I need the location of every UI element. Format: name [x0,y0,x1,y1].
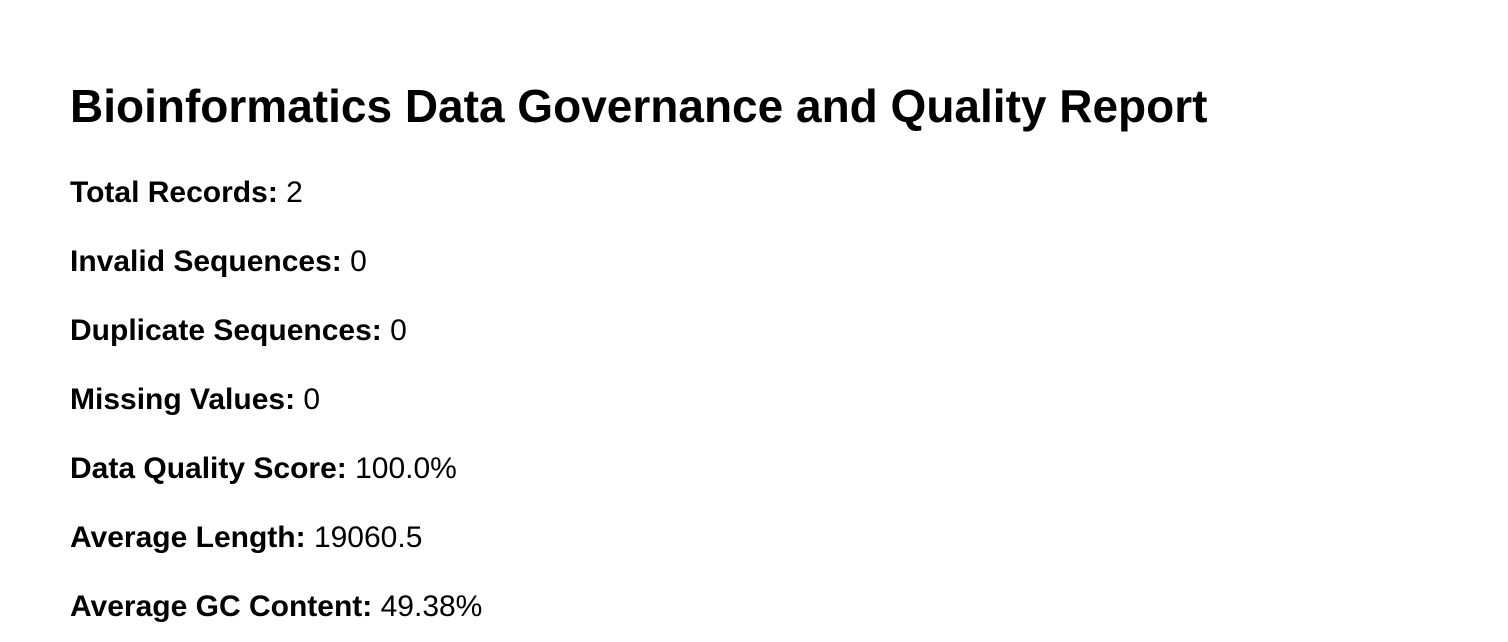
metric-value: 0 [350,245,367,278]
metric-label: Total Records: [70,176,278,209]
metric-missing-values: Missing Values: 0 [70,383,1508,416]
metric-average-length: Average Length: 19060.5 [70,521,1508,554]
metric-label: Missing Values: [70,383,296,416]
metric-value: 49.38% [380,590,483,623]
metric-value: 2 [286,176,303,209]
metric-label: Invalid Sequences: [70,245,342,278]
metric-value: 0 [390,314,407,347]
metric-average-gc-content: Average GC Content: 49.38% [70,590,1508,623]
metric-duplicate-sequences: Duplicate Sequences: 0 [70,314,1508,347]
page-title: Bioinformatics Data Governance and Quali… [70,80,1208,132]
metric-value: 0 [303,383,321,416]
metric-label: Average Length: [70,521,306,554]
metric-label: Duplicate Sequences: [70,314,382,347]
metric-label: Average GC Content: [70,590,373,623]
metric-data-quality-score: Data Quality Score: 100.0% [70,452,1508,485]
metric-invalid-sequences: Invalid Sequences: 0 [70,245,1508,278]
metric-value: 100.0% [355,452,457,485]
metric-label: Data Quality Score: [70,452,347,485]
metric-total-records: Total Records: 2 [70,176,1508,209]
quality-report: Bioinformatics Data Governance and Quali… [70,80,1508,623]
metric-value: 19060.5 [313,521,423,554]
